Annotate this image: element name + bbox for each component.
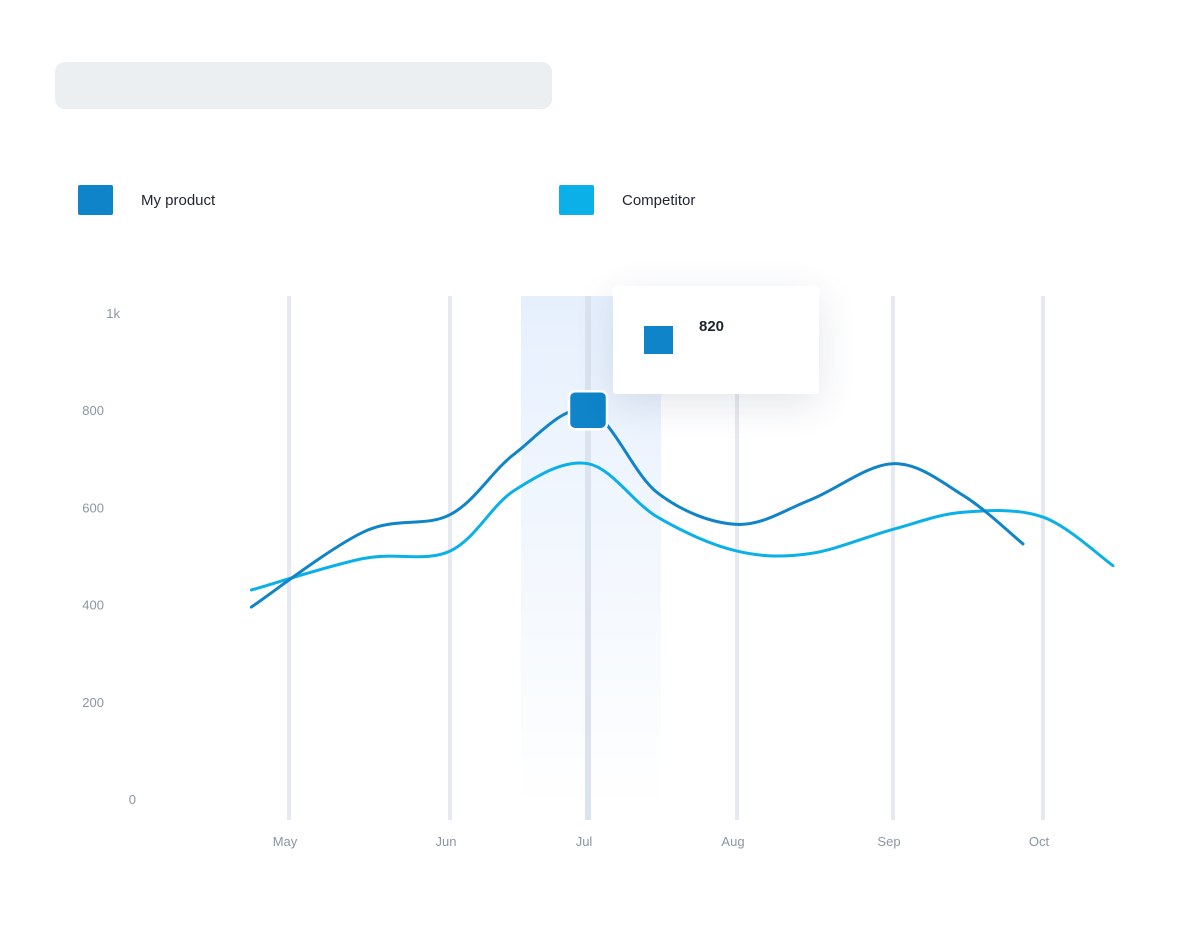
x-axis-ticks: May Jun Jul Aug Sep Oct: [273, 834, 1050, 849]
x-tick-label-may: May: [273, 834, 298, 849]
tooltip-swatch: [644, 326, 673, 354]
x-tick-label-aug: Aug: [721, 834, 744, 849]
chart-title-placeholder: [55, 62, 552, 109]
grid-lines: [287, 296, 1045, 820]
highlighted-point-marker[interactable]: [567, 389, 609, 431]
x-tick-label-sep: Sep: [877, 834, 900, 849]
y-axis-ticks: 0 200 400 600 800 1k: [82, 306, 136, 807]
y-tick-label-0: 0: [129, 792, 136, 807]
x-tick-label-jun: Jun: [436, 834, 457, 849]
legend-label-my-product: My product: [141, 191, 216, 209]
series-line-competitor: [249, 461, 1115, 592]
y-tick-label-600: 600: [82, 500, 104, 515]
x-tick-label-oct: Oct: [1029, 834, 1050, 849]
x-tick-label-jul: Jul: [576, 834, 593, 849]
y-tick-label-1k: 1k: [106, 306, 120, 321]
legend-swatch-my-product: [78, 185, 113, 215]
point-markers[interactable]: [567, 389, 609, 431]
y-tick-label-200: 200: [82, 695, 104, 710]
legend-swatch-competitor: [559, 185, 594, 215]
legend-item-competitor[interactable]: Competitor: [559, 185, 695, 215]
tooltip: 820: [613, 286, 819, 394]
legend-item-my-product[interactable]: My product: [78, 185, 215, 215]
series-lines: [249, 407, 1115, 609]
y-tick-label-800: 800: [82, 403, 104, 418]
tooltip-value: 820: [699, 318, 725, 335]
series-line-my-product: [249, 407, 1025, 609]
legend-label-competitor: Competitor: [622, 191, 696, 209]
y-tick-label-400: 400: [82, 598, 104, 613]
